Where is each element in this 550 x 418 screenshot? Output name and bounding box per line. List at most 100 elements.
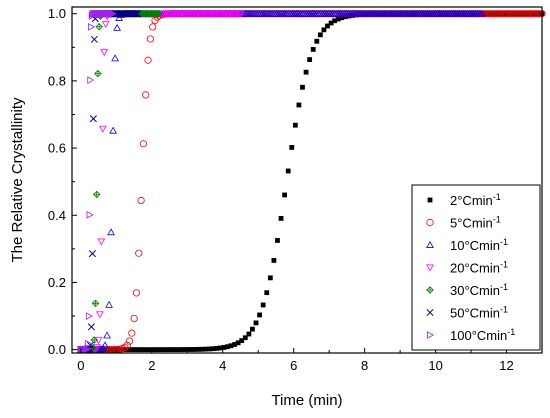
data-point (101, 341, 109, 349)
legend-marker (427, 197, 433, 203)
data-point (480, 10, 488, 18)
data-point (421, 11, 427, 17)
series-5 (77, 9, 163, 354)
legend-label: 100°Cmin-1 (450, 327, 515, 343)
data-point (278, 216, 284, 221)
data-point (242, 335, 248, 341)
data-point (149, 23, 157, 31)
y-tick-label: 0.6 (48, 141, 66, 156)
data-point (125, 337, 134, 345)
data-point (292, 122, 298, 128)
data-point (164, 347, 170, 353)
data-point (235, 340, 241, 346)
data-point (85, 312, 93, 321)
data-point (225, 344, 230, 350)
data-point (325, 23, 330, 29)
data-point (167, 347, 173, 353)
data-point (501, 10, 509, 18)
data-point (84, 344, 92, 353)
data-point (98, 125, 107, 133)
x-tick-label: 12 (499, 358, 513, 373)
data-point (221, 345, 227, 350)
legend-label: 10°Cmin-1 (450, 237, 508, 253)
data-point (493, 11, 498, 17)
data-point (531, 10, 539, 18)
data-point (232, 342, 237, 347)
y-axis-title: The Relative Crystallinity (9, 97, 26, 263)
data-point (134, 10, 142, 18)
legend-label: 50°Cmin-1 (450, 305, 508, 321)
data-point (453, 11, 459, 17)
data-point (210, 346, 216, 352)
data-point (496, 10, 504, 18)
data-point (510, 10, 518, 18)
data-point (310, 46, 316, 52)
legend-label: 5°Cmin-1 (450, 215, 501, 231)
data-point (88, 250, 96, 258)
data-point (131, 10, 139, 18)
data-point (196, 346, 202, 352)
y-tick-label: 0.2 (48, 275, 66, 290)
data-point (503, 10, 511, 18)
data-point (239, 338, 245, 344)
data-point (533, 10, 541, 18)
data-point (105, 300, 113, 308)
x-tick-label: 8 (361, 358, 368, 373)
data-point (85, 339, 93, 348)
data-point (507, 11, 513, 17)
data-point (94, 69, 102, 78)
data-point (207, 346, 212, 352)
data-point (485, 10, 493, 18)
plot-markers (76, 9, 546, 354)
data-point (135, 249, 143, 257)
series-4 (76, 10, 245, 354)
data-point (153, 347, 159, 353)
data-point (529, 10, 537, 18)
x-tick-label: 2 (148, 358, 155, 373)
data-point (132, 347, 137, 353)
data-point (508, 10, 516, 18)
data-point (522, 10, 530, 18)
data-point (517, 10, 525, 18)
data-point (485, 11, 491, 17)
data-point (285, 168, 291, 174)
data-point (505, 10, 514, 18)
data-point (203, 346, 209, 352)
x-axis-ticks: 0 2 4 6 8 10 12 (77, 348, 514, 373)
data-point (532, 11, 538, 17)
data-point (139, 347, 145, 353)
data-point (132, 10, 140, 18)
data-point (91, 299, 100, 308)
data-point (217, 345, 223, 351)
data-point (130, 314, 138, 323)
data-point (137, 196, 145, 205)
data-point (260, 302, 266, 308)
data-point (303, 69, 309, 75)
data-point (192, 347, 198, 352)
data-point (95, 23, 103, 31)
series-7 (77, 9, 117, 354)
data-point (289, 145, 295, 150)
data-point (487, 10, 495, 18)
data-point (536, 10, 544, 18)
data-point (121, 343, 129, 352)
data-point (317, 32, 323, 38)
x-tick-label: 4 (219, 358, 226, 373)
data-point (86, 210, 94, 219)
data-point (489, 10, 497, 18)
data-point (144, 56, 152, 64)
data-point (174, 347, 180, 352)
data-point (492, 10, 500, 18)
data-point (250, 326, 255, 332)
data-point (525, 11, 531, 17)
data-point (113, 23, 122, 31)
data-point (171, 347, 177, 353)
data-point (142, 91, 150, 99)
y-tick-label: 0.0 (48, 342, 66, 357)
data-point (339, 15, 345, 21)
data-point (524, 10, 532, 18)
data-point (96, 311, 104, 319)
data-point (132, 289, 141, 297)
data-point (512, 10, 521, 18)
